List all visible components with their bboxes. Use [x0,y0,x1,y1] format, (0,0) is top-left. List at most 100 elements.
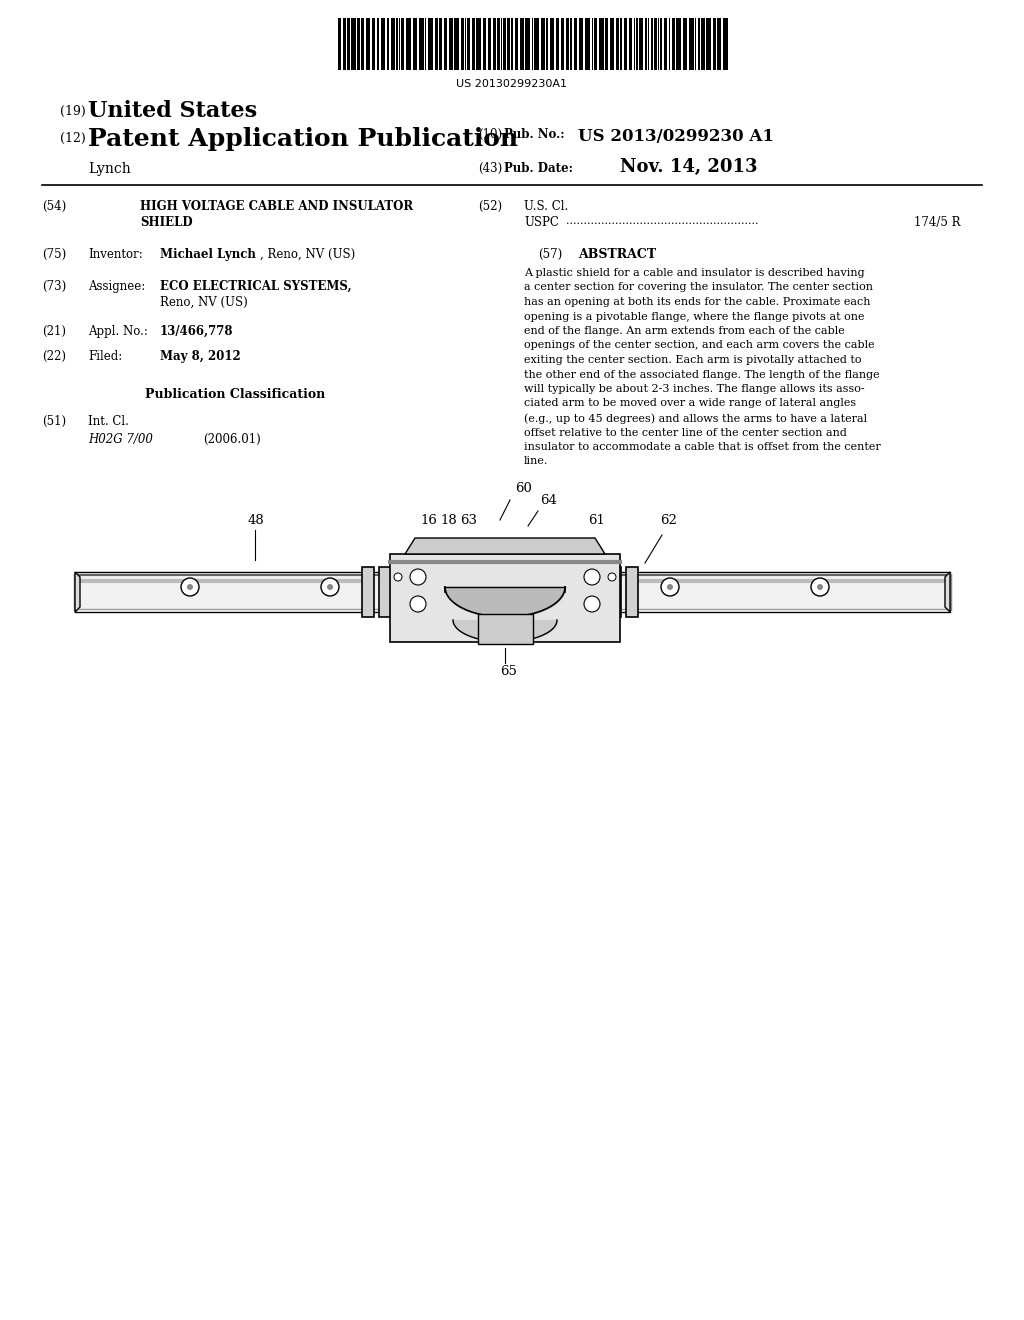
Text: Inventor:: Inventor: [88,248,142,261]
Text: a center section for covering the insulator. The center section: a center section for covering the insula… [524,282,873,293]
Circle shape [608,573,616,581]
Text: 65: 65 [500,665,517,678]
Bar [401,18,404,70]
Bar [639,18,643,70]
Bar [570,18,571,70]
Bar [531,18,534,70]
Bar [698,18,699,70]
Circle shape [811,578,829,597]
Text: SHIELD: SHIELD [140,216,193,228]
Bar [629,18,632,70]
Bar [566,18,569,70]
Circle shape [410,597,426,612]
Text: 63: 63 [460,513,477,527]
Bar [438,18,441,70]
Text: (43): (43) [478,162,502,176]
Circle shape [817,583,823,590]
Text: (19): (19) [60,106,86,117]
Text: Pub. Date:: Pub. Date: [504,162,573,176]
Bar [443,18,446,70]
Text: (22): (22) [42,350,66,363]
Bar [419,18,424,70]
Text: 13/466,778: 13/466,778 [160,325,233,338]
Text: end of the flange. An arm extends from each of the cable: end of the flange. An arm extends from e… [524,326,845,337]
Bar [428,18,432,70]
Text: (52): (52) [478,201,502,213]
Bar [556,18,559,70]
Bar [487,18,490,70]
Bar [390,18,395,70]
Text: opening is a pivotable flange, where the flange pivots at one: opening is a pivotable flange, where the… [524,312,864,322]
Bar [647,18,649,70]
Bar [624,18,627,70]
Text: insulator to accommodate a cable that is offset from the center: insulator to accommodate a cable that is… [524,442,881,451]
Text: Pub. No.:: Pub. No.: [504,128,564,141]
Text: U.S. Cl.: U.S. Cl. [524,201,568,213]
Bar [406,18,411,70]
Bar [503,18,506,70]
Circle shape [667,583,673,590]
Text: (2006.01): (2006.01) [203,433,261,446]
Text: (e.g., up to 45 degrees) and allows the arms to have a lateral: (e.g., up to 45 degrees) and allows the … [524,413,867,424]
Bar [351,18,355,70]
Bar [338,18,341,70]
Circle shape [187,583,193,590]
Bar [599,18,603,70]
Text: USPC: USPC [524,216,559,228]
Text: will typically be about 2-3 inches. The flange allows its asso-: will typically be about 2-3 inches. The … [524,384,864,393]
Bar [604,18,607,70]
Bar [660,18,662,70]
Text: (12): (12) [60,132,86,145]
Text: Publication Classification: Publication Classification [145,388,326,401]
Bar [669,18,670,70]
Bar [377,18,379,70]
Polygon shape [390,554,620,642]
Bar [694,18,696,70]
Bar [362,568,374,616]
Bar [381,18,385,70]
Bar [609,568,621,616]
Bar [653,18,656,70]
Bar [525,18,529,70]
Text: ECO ELECTRICAL SYSTEMS,: ECO ELECTRICAL SYSTEMS, [160,280,351,293]
Bar [347,18,350,70]
Bar [651,18,652,70]
Bar [713,18,716,70]
Text: , Reno, NV (US): , Reno, NV (US) [260,248,355,261]
Text: 48: 48 [248,513,265,527]
Bar [461,18,464,70]
Text: Lynch: Lynch [88,162,131,176]
Bar [482,18,485,70]
Bar [585,18,590,70]
Bar [387,18,388,70]
Circle shape [321,578,339,597]
Bar [689,18,693,70]
Bar [609,18,614,70]
Text: May 8, 2012: May 8, 2012 [160,350,241,363]
Bar [616,18,618,70]
Text: (57): (57) [538,248,562,261]
Text: US 20130299230A1: US 20130299230A1 [457,79,567,88]
Text: (73): (73) [42,280,67,293]
Text: (54): (54) [42,201,67,213]
Bar [434,18,437,70]
Text: 60: 60 [515,482,531,495]
Bar [550,18,554,70]
Bar [507,18,510,70]
Bar [676,18,681,70]
Text: HIGH VOLTAGE CABLE AND INSULATOR: HIGH VOLTAGE CABLE AND INSULATOR [140,201,413,213]
Circle shape [394,573,402,581]
Bar [534,18,539,70]
Text: Appl. No.:: Appl. No.: [88,325,147,338]
Bar [413,18,417,70]
Text: A plastic shield for a cable and insulator is described having: A plastic shield for a cable and insulat… [524,268,864,279]
Bar [514,18,517,70]
Bar [546,18,548,70]
Bar [497,18,500,70]
Bar [343,18,346,70]
Text: Int. Cl.: Int. Cl. [88,414,129,428]
Bar [493,18,496,70]
Bar [592,18,593,70]
Bar [360,18,364,70]
Polygon shape [945,572,950,612]
